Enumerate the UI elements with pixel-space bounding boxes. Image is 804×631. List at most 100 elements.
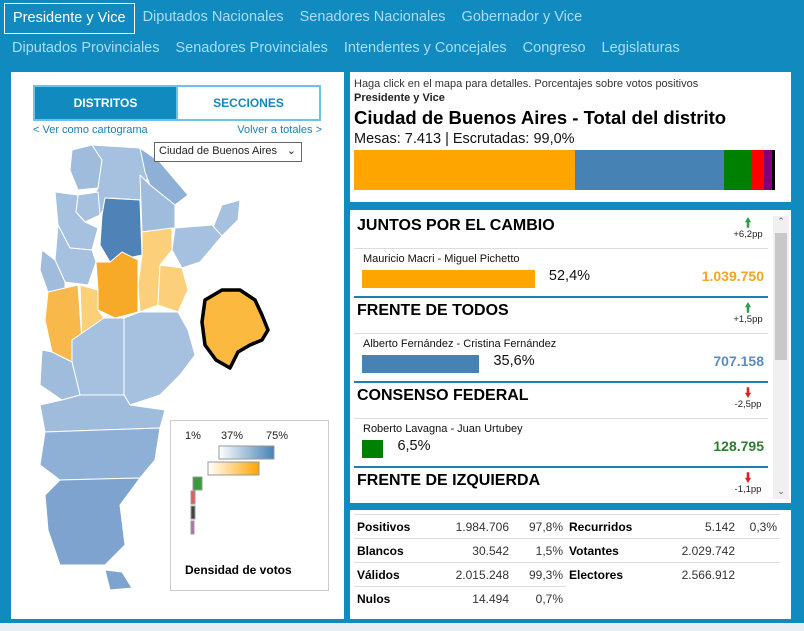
province-chaco[interactable] xyxy=(139,174,176,233)
tab-diputados-provinciales[interactable]: Diputados Provinciales xyxy=(12,40,160,56)
tab-congreso[interactable]: Congreso xyxy=(522,40,586,56)
vote-count: 128.795 xyxy=(713,438,764,454)
results-scrollbar[interactable]: ⌃ ⌄ xyxy=(773,216,789,499)
province-tierra-del-fuego[interactable] xyxy=(104,569,133,591)
divider xyxy=(354,381,768,383)
province-misiones[interactable] xyxy=(211,199,241,237)
vote-percentage: 52,4% xyxy=(548,268,591,284)
density-bar-consenso-federal xyxy=(192,476,203,491)
secciones-button[interactable]: SECCIONES xyxy=(176,87,319,119)
tab-senadores-nacionales[interactable]: Senadores Nacionales xyxy=(299,9,446,25)
party-result[interactable]: FRENTE DE IZQUIERDA 🠛 -1,1pp xyxy=(354,466,774,503)
results-stacked-bar xyxy=(354,150,775,190)
vote-share-bar xyxy=(362,355,480,373)
stacked-bar-segment xyxy=(772,150,775,190)
party-result[interactable]: JUNTOS POR EL CAMBIO 🠙 +6,2pp Mauricio Ma… xyxy=(354,211,774,296)
trend-delta: -2,5pp xyxy=(734,399,762,410)
mesas-status: Mesas: 7.413 | Escrutadas: 99,0% xyxy=(354,131,575,147)
party-name: FRENTE DE IZQUIERDA xyxy=(357,472,541,489)
arrow-down-icon: 🠛 xyxy=(744,470,752,485)
value: 1.984.706 xyxy=(446,514,512,539)
scroll-up-icon[interactable]: ⌃ xyxy=(777,216,785,226)
label: Positivos xyxy=(354,514,446,539)
value: 2.029.742 xyxy=(662,538,738,563)
density-bar-other xyxy=(190,505,196,520)
back-to-totals-link[interactable]: Volver a totales > xyxy=(237,124,322,136)
density-bar-frente-de-todos xyxy=(218,445,275,460)
tab-intendentes-y-concejales[interactable]: Intendentes y Concejales xyxy=(343,40,507,56)
pct: 0,7% xyxy=(512,586,566,611)
density-bars xyxy=(190,445,275,535)
tab-gobernador-y-vice[interactable]: Gobernador y Vice xyxy=(461,9,583,25)
vote-density-legend: 1% 37% 75% Densidad de votos xyxy=(170,420,329,591)
stacked-bar-segment xyxy=(724,150,752,190)
divider xyxy=(354,466,768,468)
legend-title: Densidad de votos xyxy=(185,563,292,577)
trend-delta: +6,2pp xyxy=(733,229,763,240)
vote-share-bar xyxy=(362,270,535,288)
province-santa-cruz[interactable] xyxy=(44,477,141,566)
vote-totals: Positivos 1.984.706 97,8% Recurridos 5.142 0,… xyxy=(350,510,791,619)
trend-indicator: 🠛 -1,1pp xyxy=(728,470,768,495)
pct: 99,3% xyxy=(512,562,566,587)
totals-table: Positivos 1.984.706 97,8% Recurridos 5.142 0,… xyxy=(354,514,780,611)
trend-indicator: 🠙 +1,5pp xyxy=(728,301,768,325)
distritos-button[interactable]: DISTRITOS xyxy=(35,87,176,119)
pct: 1,5% xyxy=(512,538,566,563)
value: 2.566.912 xyxy=(662,562,738,587)
value: 14.494 xyxy=(446,586,512,611)
density-bar-izquierda xyxy=(190,490,196,505)
category-label: Presidente y Vice xyxy=(354,92,445,104)
stacked-bar-segment xyxy=(574,150,725,190)
footer-strip xyxy=(0,623,804,631)
province-chubut[interactable] xyxy=(39,427,161,481)
label: Válidos xyxy=(354,562,446,587)
stacked-bar-segment xyxy=(764,150,773,190)
vote-percentage: 35,6% xyxy=(493,353,535,369)
divider xyxy=(354,248,768,249)
pct: 97,8% xyxy=(512,514,566,539)
density-bar-other2 xyxy=(190,520,195,535)
tab-presidente-y-vice[interactable]: Presidente y Vice xyxy=(4,3,135,34)
province-cordoba[interactable] xyxy=(95,251,139,319)
scroll-thumb[interactable] xyxy=(775,233,787,360)
trend-indicator: 🠛 -2,5pp xyxy=(728,386,768,410)
party-result[interactable]: CONSENSO FEDERAL 🠛 -2,5pp Roberto Lavagna… xyxy=(354,381,774,466)
party-results-list: FRENTE DE IZQUIERDA 🠛 -1,1pp CONSENSO FEDE… xyxy=(350,210,791,503)
label: Recurridos xyxy=(566,514,662,539)
district-select[interactable]: Ciudad de Buenos Aires ⌄ xyxy=(154,142,302,162)
totals-row: Nulos 14.494 0,7% xyxy=(354,586,780,611)
province-rio-negro[interactable] xyxy=(39,394,166,433)
legend-tick: 1% xyxy=(185,430,201,442)
caba-enlarged[interactable] xyxy=(200,288,270,370)
scroll-down-icon[interactable]: ⌄ xyxy=(777,486,785,496)
vote-count: 707.158 xyxy=(713,353,764,369)
argentina-map[interactable] xyxy=(11,72,344,619)
totals-row: Positivos 1.984.706 97,8% Recurridos 5.142 0,… xyxy=(354,514,780,539)
province-buenos-aires[interactable] xyxy=(123,311,196,406)
candidates: Mauricio Macri - Miguel Pichetto xyxy=(363,253,520,265)
province-corrientes[interactable] xyxy=(171,224,223,269)
arrow-up-icon: 🠙 xyxy=(744,215,752,230)
tab-legislaturas[interactable]: Legislaturas xyxy=(601,40,680,56)
value: 5.142 xyxy=(662,514,738,539)
district-summary: Haga click en el mapa para detalles. Por… xyxy=(350,72,791,202)
province-entre-rios[interactable] xyxy=(157,264,189,313)
trend-delta: +1,5pp xyxy=(733,314,763,325)
label: Blancos xyxy=(354,538,446,563)
tab-diputados-nacionales[interactable]: Diputados Nacionales xyxy=(142,9,284,25)
candidates: Alberto Fernández - Cristina Fernández xyxy=(363,338,557,350)
candidates: Roberto Lavagna - Juan Urtubey xyxy=(363,423,523,435)
stacked-bar-segment xyxy=(751,150,765,190)
vote-share-bar xyxy=(362,440,384,458)
label: Votantes xyxy=(566,538,662,563)
divider xyxy=(354,333,768,334)
divider xyxy=(354,418,768,419)
legend-tick: 37% xyxy=(221,430,244,442)
party-result[interactable]: FRENTE DE TODOS 🠙 +1,5pp Alberto Fernánde… xyxy=(354,296,774,381)
tab-senadores-provinciales[interactable]: Senadores Provinciales xyxy=(175,40,328,56)
cartogram-link[interactable]: < Ver como cartograma xyxy=(33,124,148,136)
election-category-nav: Presidente y Vice Diputados Nacionales S… xyxy=(4,3,804,65)
stacked-bar-segment xyxy=(354,150,575,190)
chevron-down-icon: ⌄ xyxy=(286,145,296,157)
